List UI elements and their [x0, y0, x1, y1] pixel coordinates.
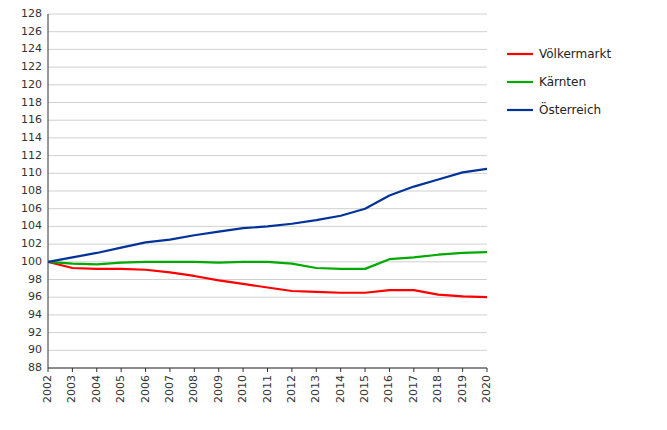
y-tick-label: 110	[21, 166, 42, 179]
plot-area	[48, 169, 487, 297]
x-tick-label: 2015	[358, 375, 371, 403]
y-tick-label: 122	[21, 60, 42, 73]
grid-line	[48, 155, 487, 156]
y-tick-label: 114	[21, 131, 42, 144]
grid-line	[48, 350, 487, 351]
series-line	[48, 169, 487, 262]
y-tick-label: 88	[28, 361, 42, 374]
legend: Völkermarkt Kärnten Österreich	[507, 47, 612, 117]
y-tick-label: 108	[21, 184, 42, 197]
y-tick-label: 106	[21, 202, 42, 215]
x-axis-line	[48, 368, 487, 369]
x-tick	[145, 368, 146, 372]
y-tick-label: 120	[21, 78, 42, 91]
x-tick-label: 2014	[334, 375, 347, 403]
legend-label: Österreich	[539, 101, 601, 117]
grid-line	[48, 332, 487, 333]
grid-line	[48, 279, 487, 280]
x-tick	[194, 368, 195, 372]
x-tick-label: 2007	[163, 375, 176, 403]
x-tick	[438, 368, 439, 372]
grid-line	[48, 173, 487, 174]
chart-svg: 88 90 92 94 96 98 100 102 104 106 108 110 112 114 116 1…	[0, 0, 667, 430]
grid-line	[48, 297, 487, 298]
grid-line	[48, 137, 487, 138]
grid-line	[48, 49, 487, 50]
y-tick-label: 126	[21, 25, 42, 38]
y-tick-label: 124	[21, 42, 42, 55]
grid-line	[48, 208, 487, 209]
y-tick-label: 100	[21, 255, 42, 268]
x-tick	[291, 368, 292, 372]
x-tick	[48, 368, 49, 372]
grid-line	[48, 244, 487, 245]
y-tick-label: 102	[21, 237, 42, 250]
x-tick-label: 2012	[285, 375, 298, 403]
x-tick-label: 2010	[236, 375, 249, 403]
x-tick-label: 2005	[114, 375, 127, 403]
y-tick-label: 96	[28, 290, 42, 303]
x-tick-label: 2009	[212, 375, 225, 403]
x-tick-label: 2017	[407, 375, 420, 403]
x-tick-label: 2004	[90, 375, 103, 403]
grid-line	[48, 120, 487, 121]
x-tick	[169, 368, 170, 372]
y-axis-line	[48, 14, 49, 368]
x-tick	[389, 368, 390, 372]
x-tick-label: 2019	[456, 375, 469, 403]
x-tick-label: 2002	[41, 375, 54, 403]
y-tick-label: 118	[21, 96, 42, 109]
x-tick	[243, 368, 244, 372]
y-tick-label: 116	[21, 113, 42, 126]
legend-label: Völkermarkt	[539, 47, 612, 61]
x-tick	[218, 368, 219, 372]
x-tick	[365, 368, 366, 372]
x-tick-label: 2006	[139, 375, 152, 403]
x-tick	[413, 368, 414, 372]
grid-line	[48, 191, 487, 192]
y-tick-label: 128	[21, 7, 42, 20]
grid-line	[48, 102, 487, 103]
x-tick-label: 2011	[261, 375, 274, 403]
chart-container: 88 90 92 94 96 98 100 102 104 106 108 110 112 114 116 1…	[0, 0, 667, 430]
grid-line	[48, 31, 487, 32]
grid-line	[48, 67, 487, 68]
x-tick	[267, 368, 268, 372]
x-tick	[462, 368, 463, 372]
grid-line	[48, 368, 487, 369]
x-tick	[340, 368, 341, 372]
x-tick-label: 2008	[187, 375, 200, 403]
series-line	[48, 262, 487, 297]
x-tick-label: 2020	[480, 375, 493, 403]
legend-label: Kärnten	[539, 75, 586, 89]
grid-line	[48, 84, 487, 85]
legend-swatch	[507, 53, 533, 55]
axes: 88 90 92 94 96 98 100 102 104 106 108 110 112 114 116 1…	[21, 7, 493, 403]
y-tick-label: 98	[28, 273, 42, 286]
x-tick-label: 2018	[431, 375, 444, 403]
grid-line	[48, 314, 487, 315]
x-tick-label: 2013	[309, 375, 322, 403]
y-tick-label: 94	[28, 308, 42, 321]
y-tick-label: 92	[28, 326, 42, 339]
legend-swatch	[507, 81, 533, 83]
x-tick	[72, 368, 73, 372]
x-tick-label: 2016	[382, 375, 395, 403]
x-tick	[121, 368, 122, 372]
grid-line	[48, 14, 487, 15]
x-tick	[487, 368, 488, 372]
y-tick-label: 90	[28, 343, 42, 356]
series-line	[48, 252, 487, 269]
x-tick	[316, 368, 317, 372]
y-tick-label: 104	[21, 219, 42, 232]
legend-swatch	[507, 109, 533, 111]
x-tick	[96, 368, 97, 372]
y-tick-label: 112	[21, 149, 42, 162]
x-tick-label: 2003	[65, 375, 78, 403]
